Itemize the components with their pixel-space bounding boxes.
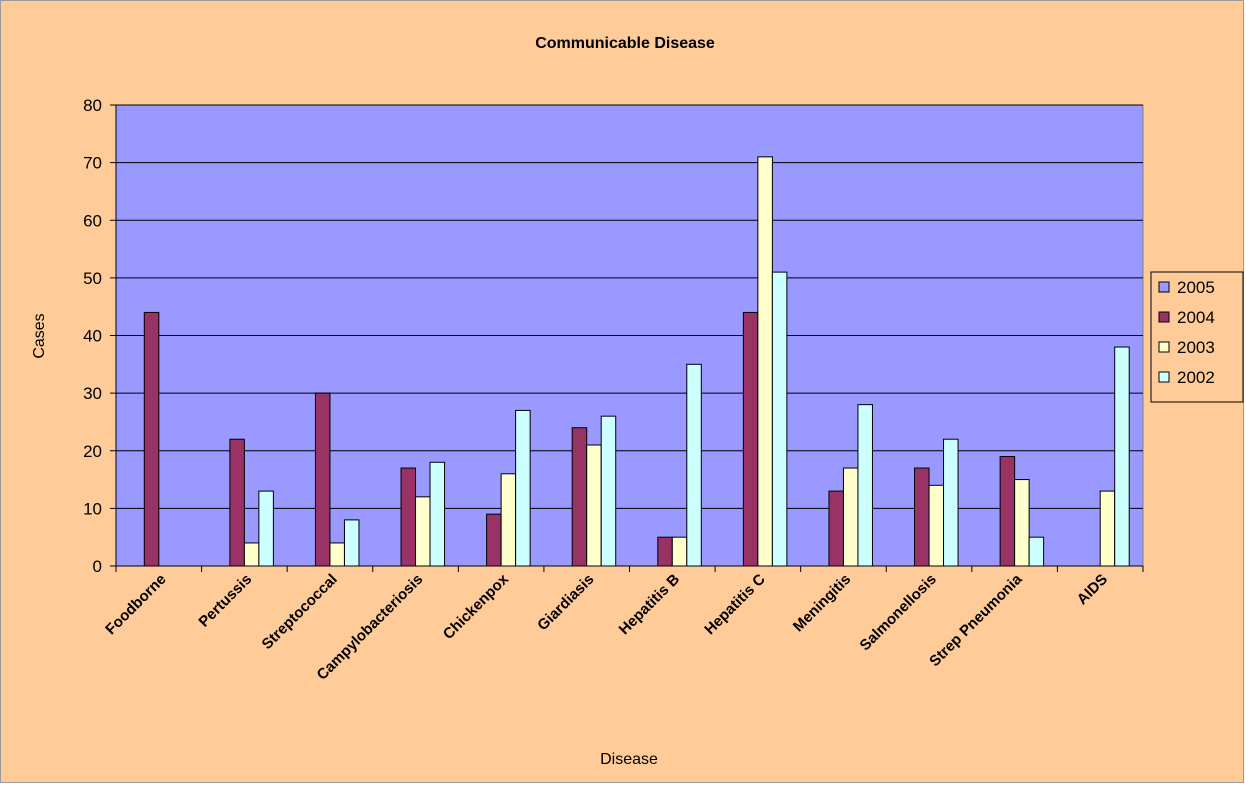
bar-2002-pertussis — [258, 490, 274, 567]
x-tick-label: Pertussis — [195, 571, 255, 631]
bar-2002-hepatitis-c — [771, 271, 788, 567]
gridlines — [116, 104, 1143, 509]
bar-2002-meningitis — [857, 404, 873, 567]
bar-2002-chickenpox — [515, 409, 531, 567]
bar-2002-aids — [1114, 346, 1130, 567]
bar-2004-chickenpox — [486, 513, 502, 567]
bar-2002-hepatitis-b — [686, 363, 702, 567]
bar-2004-giardiasis — [571, 427, 588, 567]
bar-2003-hepatitis-b — [671, 536, 688, 567]
legend-label-2003: 2003 — [1177, 338, 1215, 357]
x-tick-label: AIDS — [1074, 571, 1111, 608]
x-tick-label: Strep Pneumonia — [926, 570, 1026, 670]
axes — [110, 104, 1144, 572]
bar-2003-campylobacteriosis — [415, 496, 431, 567]
bar-2003-aids — [1099, 490, 1116, 567]
x-tick-label: Salmonellosis — [857, 571, 940, 654]
bar-2002-streptococcal — [343, 519, 360, 567]
x-tick-label: Giardiasis — [534, 571, 597, 634]
y-axis-title: Cases — [31, 313, 48, 358]
y-tick-label: 20 — [83, 442, 102, 461]
y-tick-label: 10 — [83, 499, 102, 518]
legend-label-2002: 2002 — [1177, 368, 1215, 387]
bar-2003-chickenpox — [500, 473, 517, 567]
y-tick-label: 0 — [93, 557, 102, 576]
bar-2002-campylobacteriosis — [429, 461, 446, 567]
bar-2004-meningitis — [828, 490, 844, 567]
y-tick-label: 60 — [83, 211, 102, 230]
legend-swatch-2003 — [1158, 341, 1170, 353]
y-tick-label: 70 — [83, 154, 102, 173]
bar-2003-pertussis — [243, 542, 260, 567]
bar-2004-foodborne — [143, 311, 160, 567]
bar-2004-hepatitis-b — [657, 536, 673, 567]
bar-2004-salmonellosis — [914, 467, 930, 567]
x-tick-label: Meningitis — [790, 571, 854, 635]
bar-2003-strep-pneumonia — [1014, 479, 1030, 567]
bar-2003-salmonellosis — [928, 484, 945, 567]
x-axis-title: Disease — [600, 751, 658, 768]
bar-2003-streptococcal — [329, 542, 345, 567]
legend-swatch-2002 — [1158, 371, 1170, 383]
bar-2002-strep-pneumonia — [1028, 536, 1045, 567]
bar-2003-giardiasis — [586, 444, 602, 567]
bar-2004-hepatitis-c — [742, 311, 759, 567]
bar-2004-strep-pneumonia — [999, 456, 1016, 567]
x-tick-label: Streptococcal — [259, 571, 341, 653]
x-tick-label: Hepatitis C — [701, 571, 769, 639]
legend: 2005 2004 2003 2002 — [1150, 271, 1244, 403]
legend-swatch-2004 — [1158, 311, 1170, 323]
bar-2004-campylobacteriosis — [400, 467, 417, 567]
bars — [143, 156, 1130, 567]
bar-2004-pertussis — [229, 438, 245, 567]
y-tick-label: 30 — [83, 384, 102, 403]
bar-2003-hepatitis-c — [757, 156, 773, 567]
y-tick-labels: 0 10 20 30 40 50 60 70 80 — [83, 96, 102, 576]
bar-2003-meningitis — [842, 467, 859, 567]
y-tick-label: 40 — [83, 327, 102, 346]
x-tick-label: Foodborne — [102, 571, 169, 638]
x-tick-label: Chickenpox — [440, 570, 513, 643]
bar-2002-salmonellosis — [943, 438, 959, 567]
legend-label-2004: 2004 — [1177, 308, 1215, 327]
y-tick-label: 50 — [83, 269, 102, 288]
x-tick-labels: Foodborne Pertussis StreptococcalCampyloba… — [102, 570, 1111, 683]
legend-swatch-2005 — [1158, 281, 1170, 293]
chart-title: Communicable Disease — [535, 35, 715, 52]
bar-2004-streptococcal — [314, 392, 331, 567]
x-tick-label: Hepatitis B — [616, 571, 684, 639]
y-tick-label: 80 — [83, 96, 102, 115]
bar-2002-giardiasis — [600, 415, 617, 567]
legend-label-2005: 2005 — [1177, 278, 1215, 297]
